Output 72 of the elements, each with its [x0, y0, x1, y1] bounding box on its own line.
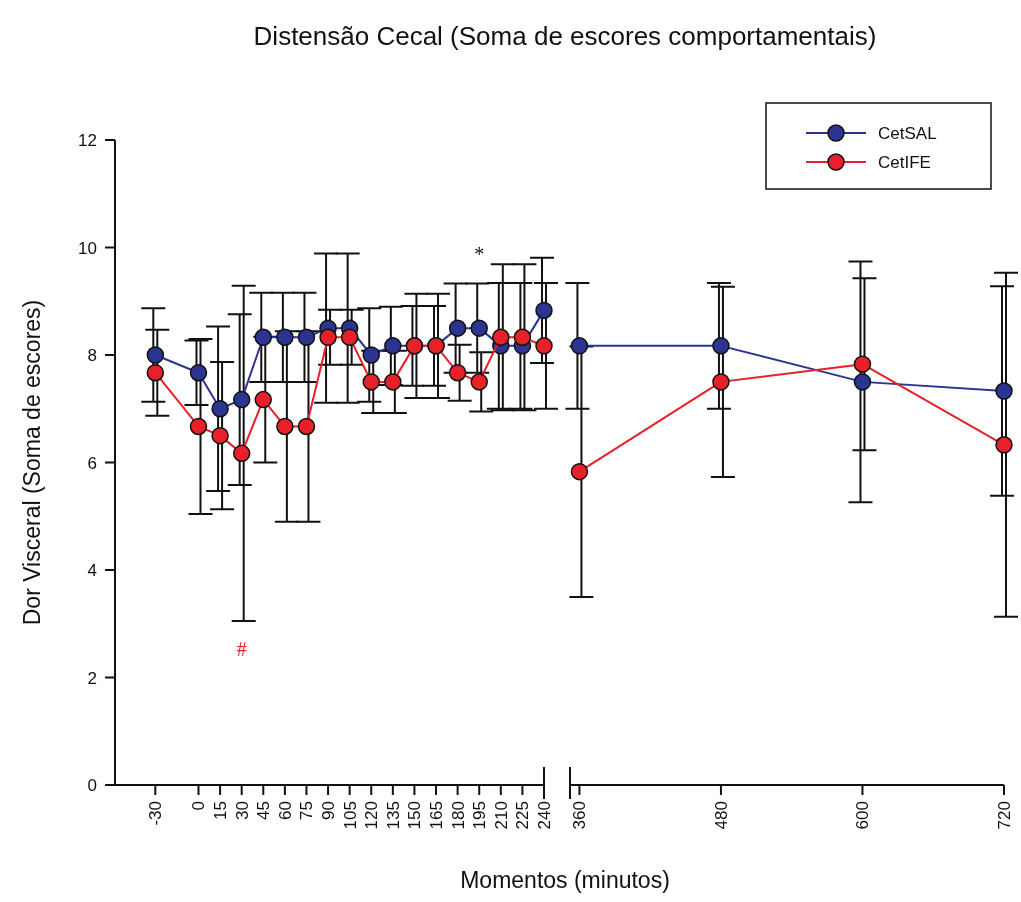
legend-label: CetSAL: [878, 124, 937, 143]
point: [470, 373, 488, 391]
y-tick-label: 12: [78, 131, 97, 150]
point: [448, 363, 467, 382]
point: [995, 382, 1013, 400]
x-tick-label: 480: [711, 801, 731, 830]
x-tick-label: 135: [383, 801, 403, 830]
y-tick-label: 6: [87, 453, 97, 473]
x-tick-label: 240: [535, 801, 554, 830]
point: [211, 426, 229, 445]
point: [362, 373, 380, 391]
point: [712, 373, 730, 391]
x-tick-label: 600: [853, 801, 873, 830]
point: [853, 355, 872, 373]
y-tick-label: 0: [87, 776, 97, 795]
point: [254, 390, 273, 409]
x-tick-label: 45: [254, 801, 274, 820]
x-tick-label: 150: [405, 801, 425, 830]
point: [384, 373, 402, 391]
point: [340, 328, 359, 347]
x-tick-label: 75: [297, 801, 317, 820]
point: [995, 436, 1013, 454]
x-tick-label: 210: [491, 801, 511, 830]
point: [146, 363, 165, 382]
point: [470, 319, 488, 337]
point: [297, 417, 316, 436]
point: [211, 400, 229, 418]
x-tick-label: -30: [146, 801, 166, 826]
x-tick-label: 60: [275, 801, 295, 820]
x-tick-label: 90: [319, 801, 339, 820]
y-tick-label: 4: [87, 561, 97, 580]
y-tick-label: 8: [87, 346, 97, 365]
chart-title: Distensão Cecal (Soma de escores comportamentais): [253, 21, 877, 51]
point: [362, 346, 380, 364]
point: [319, 328, 337, 347]
point: [276, 328, 294, 347]
x-tick-label: 720: [995, 801, 1014, 830]
x-axis-title: Momentos (minutos): [460, 867, 670, 893]
point: [492, 328, 510, 347]
point: [712, 337, 730, 355]
x-tick-label: 165: [427, 801, 447, 830]
point: [853, 373, 872, 391]
point: [189, 363, 208, 382]
x-tick-label: 15: [211, 801, 231, 820]
point: [535, 337, 553, 355]
point: [254, 328, 273, 347]
point: [189, 417, 208, 436]
point: [535, 301, 553, 320]
x-tick-label: 0: [189, 801, 209, 811]
annotation: #: [236, 638, 247, 660]
x-tick-label: 30: [232, 801, 252, 820]
point: [570, 337, 589, 355]
point: [570, 462, 589, 481]
y-axis-title: Dor Visceral (Soma de escores): [19, 299, 45, 626]
point: [146, 346, 165, 364]
point: [232, 390, 251, 409]
point: [276, 417, 294, 436]
x-tick-label: 105: [340, 801, 360, 830]
point: [232, 444, 251, 463]
y-tick-label: 10: [78, 238, 97, 258]
x-tick-label: 120: [362, 801, 382, 830]
point: [448, 319, 467, 337]
x-tick-label: 225: [513, 801, 533, 830]
annotation: *: [474, 242, 485, 265]
x-tick-label: 360: [570, 801, 590, 830]
point: [297, 328, 316, 347]
y-tick-label: 2: [87, 668, 97, 688]
legend-label: CetIFE: [878, 153, 931, 172]
x-tick-label: 195: [470, 801, 490, 830]
point: [513, 328, 532, 347]
point: [384, 337, 402, 355]
x-tick-label: 180: [448, 801, 468, 830]
